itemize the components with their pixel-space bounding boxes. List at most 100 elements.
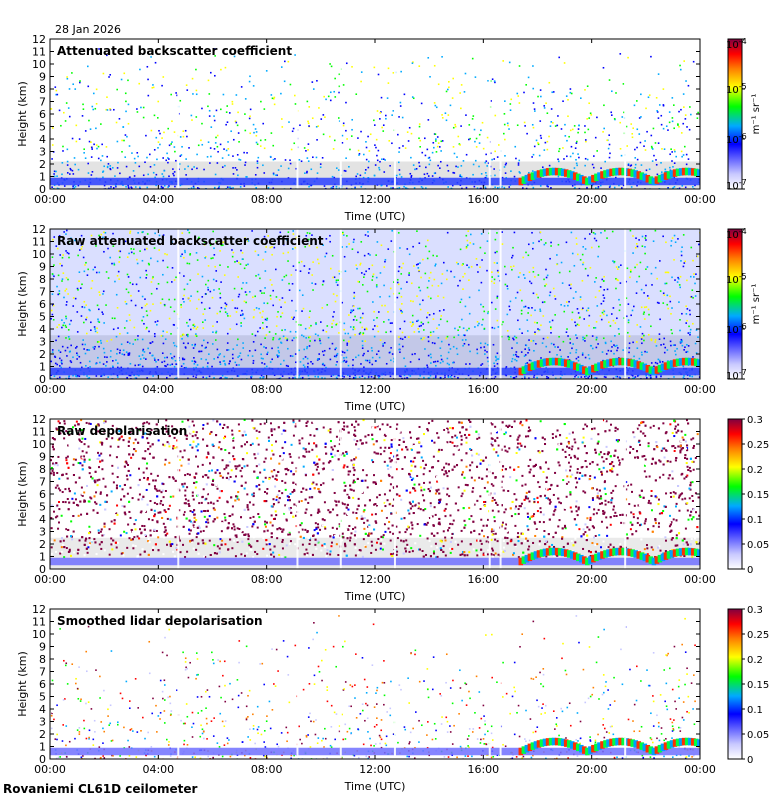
- heatmap-cell: [552, 122, 554, 124]
- heatmap-cell: [245, 264, 248, 266]
- heatmap-cell: [585, 367, 590, 376]
- heatmap-cell: [442, 296, 445, 299]
- heatmap-cell: [76, 311, 79, 313]
- heatmap-cell: [471, 118, 474, 120]
- heatmap-cell: [83, 152, 85, 154]
- heatmap-cell: [636, 146, 638, 149]
- heatmap-cell: [286, 238, 288, 241]
- heatmap-cell: [208, 115, 211, 117]
- heatmap-cell: [213, 119, 216, 122]
- heatmap-cell: [351, 118, 353, 121]
- heatmap-cell: [277, 346, 279, 349]
- heatmap-cell: [338, 73, 341, 76]
- heatmap-cell: [324, 116, 326, 119]
- heatmap-cell: [196, 259, 199, 261]
- heatmap-cell: [307, 238, 310, 241]
- heatmap-cell: [686, 319, 688, 322]
- heatmap-cell: [172, 342, 175, 344]
- heatmap-cell: [494, 251, 497, 254]
- heatmap-cell: [65, 315, 67, 318]
- heatmap-cell: [175, 377, 177, 379]
- heatmap-cell: [243, 300, 246, 303]
- heatmap-cell: [329, 358, 332, 361]
- heatmap-cell: [365, 141, 367, 143]
- heatmap-cell: [444, 112, 447, 115]
- heatmap-cell: [173, 131, 176, 133]
- heatmap-cell: [584, 267, 587, 270]
- heatmap-cell: [324, 255, 326, 258]
- heatmap-cell: [55, 170, 57, 173]
- heatmap-cell: [302, 307, 305, 310]
- heatmap-cell: [344, 170, 347, 172]
- heatmap-cell: [361, 317, 364, 319]
- heatmap-cell: [61, 278, 64, 280]
- heatmap-cell: [360, 185, 363, 188]
- heatmap-cell: [61, 362, 63, 365]
- heatmap-cell: [181, 253, 183, 256]
- heatmap-cell: [187, 297, 190, 299]
- heatmap-cell: [252, 123, 255, 126]
- heatmap-cell: [550, 342, 553, 345]
- heatmap-cell: [220, 108, 222, 111]
- heatmap-cell: [596, 336, 598, 339]
- heatmap-cell: [241, 314, 244, 316]
- heatmap-cell: [682, 376, 685, 379]
- heatmap-cell: [419, 262, 421, 264]
- heatmap-cell: [486, 351, 488, 353]
- heatmap-cell: [130, 294, 132, 297]
- heatmap-cell: [357, 137, 359, 139]
- heatmap-cell: [109, 355, 112, 358]
- heatmap-cell: [457, 376, 459, 379]
- heatmap-cell: [90, 321, 92, 324]
- heatmap-cell: [203, 240, 205, 243]
- heatmap-cell: [197, 298, 200, 301]
- heatmap-cell: [161, 352, 164, 355]
- heatmap-cell: [574, 186, 576, 189]
- heatmap-cell: [631, 133, 634, 135]
- heatmap-cell: [686, 350, 689, 353]
- heatmap-cell: [591, 335, 594, 337]
- heatmap-cell: [609, 168, 614, 177]
- heatmap-cell: [440, 315, 443, 317]
- heatmap-cell: [115, 121, 118, 124]
- heatmap-cell: [398, 169, 401, 171]
- heatmap-cell: [433, 172, 436, 175]
- heatmap-cell: [109, 168, 112, 171]
- heatmap-cell: [95, 362, 97, 365]
- heatmap-cell: [494, 150, 496, 153]
- heatmap-cell: [500, 335, 503, 338]
- heatmap-cell: [401, 311, 404, 313]
- heatmap-cell: [363, 328, 366, 331]
- heatmap-cell: [464, 272, 466, 275]
- heatmap-cell: [214, 55, 216, 57]
- heatmap-cell: [68, 88, 71, 90]
- heatmap-cell: [374, 164, 377, 166]
- heatmap-cell: [469, 350, 471, 353]
- heatmap-cell: [125, 351, 128, 353]
- heatmap-cell: [272, 173, 275, 176]
- heatmap-cell: [139, 250, 141, 252]
- heatmap-cell: [495, 359, 497, 362]
- heatmap-cell: [139, 186, 141, 189]
- heatmap-cell: [162, 186, 164, 189]
- heatmap-cell: [201, 122, 203, 125]
- heatmap-cell: [401, 303, 403, 305]
- heatmap-cell: [173, 355, 176, 358]
- heatmap-cell: [52, 318, 55, 321]
- heatmap-cell: [504, 100, 506, 102]
- heatmap-cell: [457, 263, 459, 265]
- heatmap-cell: [622, 83, 625, 85]
- heatmap-cell: [480, 364, 482, 366]
- heatmap-cell: [92, 108, 95, 111]
- heatmap-cell: [350, 309, 353, 312]
- heatmap-cell: [278, 351, 280, 354]
- heatmap-cell: [651, 367, 657, 376]
- heatmap-cell: [411, 96, 414, 98]
- heatmap-cell: [234, 261, 236, 263]
- heatmap-cell: [655, 376, 658, 379]
- heatmap-cell: [674, 344, 676, 346]
- heatmap-cell: [129, 319, 131, 322]
- heatmap-cell: [528, 339, 530, 341]
- heatmap-cell: [420, 186, 423, 188]
- heatmap-cell: [466, 244, 469, 246]
